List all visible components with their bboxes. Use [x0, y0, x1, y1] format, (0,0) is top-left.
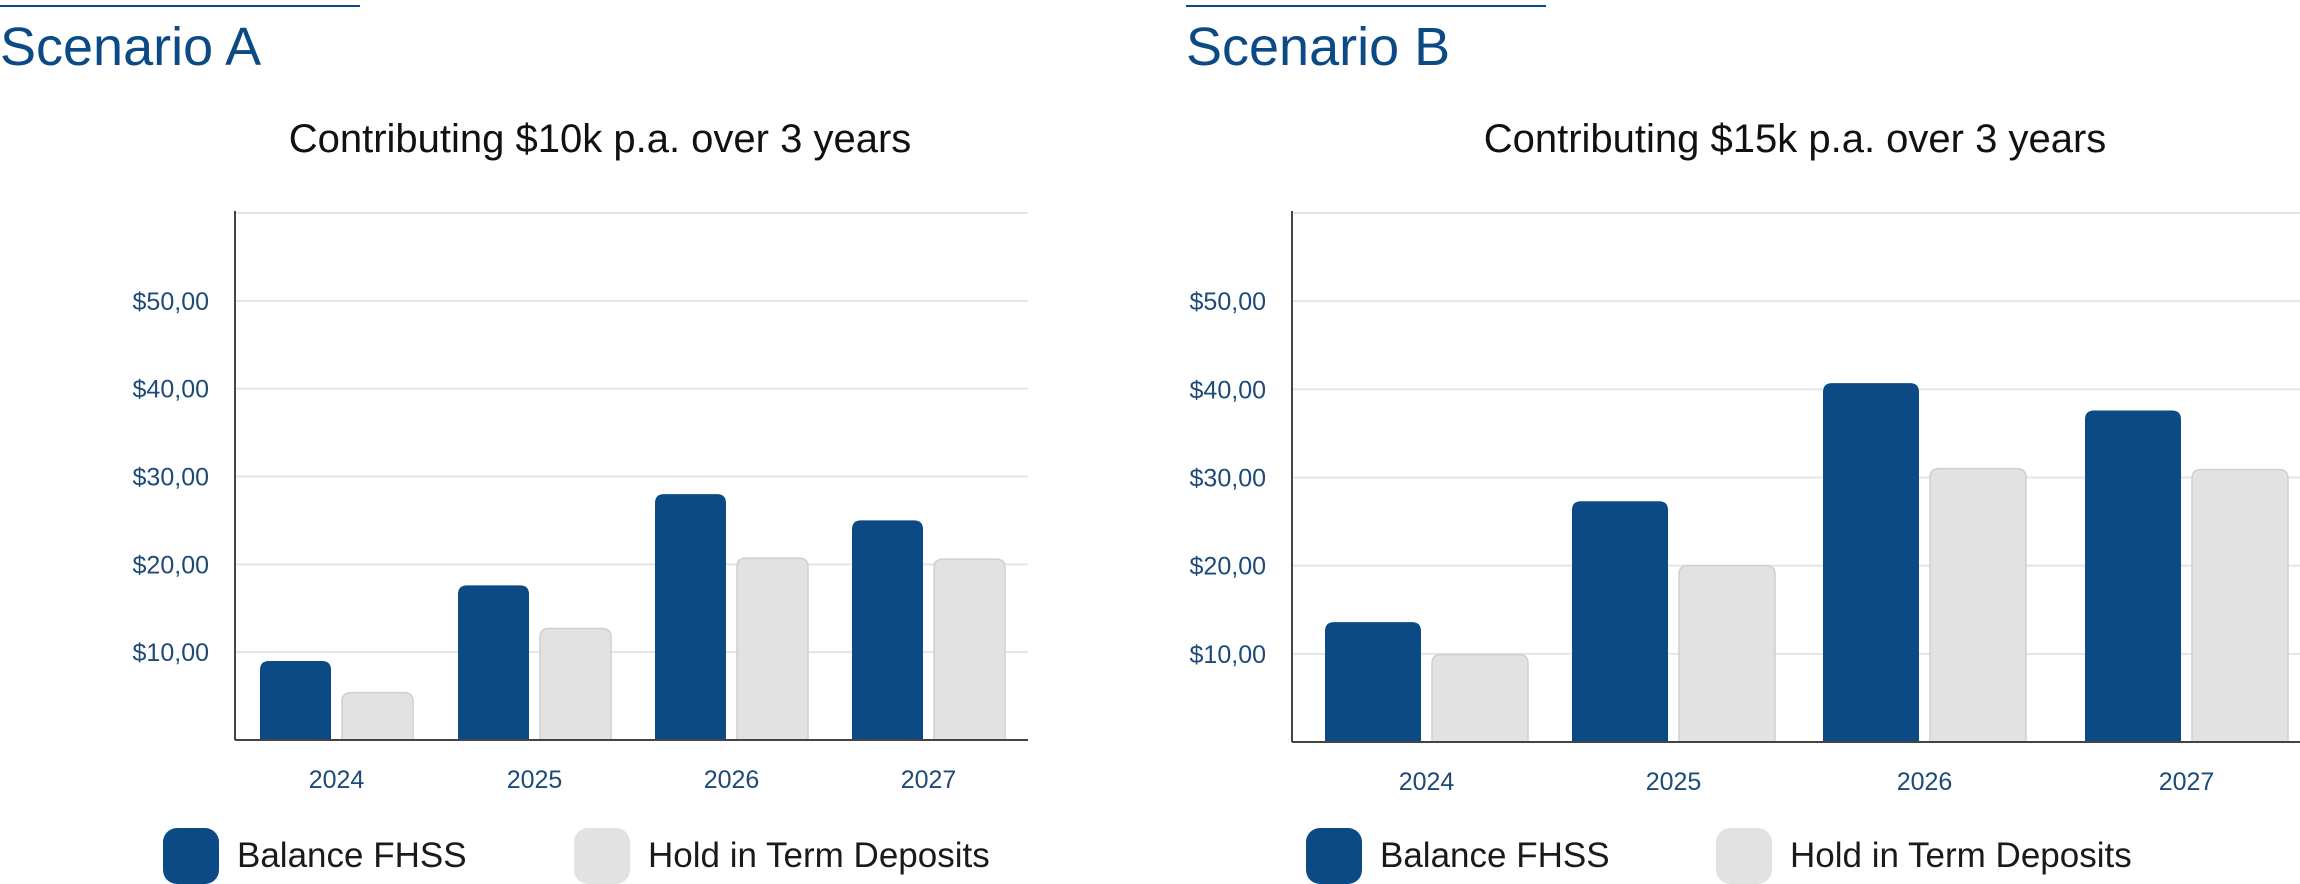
x-tick-label: 2027 [901, 766, 957, 794]
legend-item-fhss: Balance FHSS [163, 828, 467, 884]
bar-deposits-2026 [1929, 467, 2027, 743]
y-tick-label: $20,00 [1190, 553, 1266, 581]
y-tick-label: $30,00 [1190, 465, 1266, 493]
legend-swatch-fhss [163, 828, 219, 884]
bar-deposits-2024 [1431, 653, 1529, 743]
scenario-a-panel: Scenario A Contributing $10k p.a. over 3… [0, 0, 1040, 884]
bar-deposits-2026 [736, 557, 809, 741]
legend-item-deposits: Hold in Term Deposits [574, 828, 990, 884]
y-tick-label: $20,00 [133, 551, 209, 579]
legend-label-fhss: Balance FHSS [237, 836, 467, 875]
y-tick-label: $50,00 [133, 288, 209, 316]
bar-deposits-2024 [341, 691, 414, 741]
legend-label-deposits: Hold in Term Deposits [648, 836, 990, 875]
x-tick-label: 2024 [309, 766, 365, 794]
chart-title: Contributing $15k p.a. over 3 years [1484, 117, 2107, 161]
bar-fhss-2024 [1325, 622, 1421, 742]
bar-fhss-2027 [852, 520, 923, 740]
y-tick-label: $10,00 [1190, 641, 1266, 669]
bar-chart-scenario-a: Contributing $10k p.a. over 3 years $10,0… [133, 117, 1028, 794]
scenario-heading: Scenario A [0, 17, 262, 77]
bar-fhss-2025 [458, 585, 529, 740]
legend-label-deposits: Hold in Term Deposits [1790, 836, 2132, 875]
legend-swatch-fhss [1306, 828, 1362, 884]
bar-fhss-2024 [260, 660, 331, 740]
legend-item-fhss: Balance FHSS [1306, 828, 1610, 884]
bar-deposits-2027 [2191, 468, 2289, 743]
chart-title: Contributing $10k p.a. over 3 years [289, 117, 912, 161]
x-tick-label: 2026 [704, 766, 760, 794]
legend-swatch-deposits [1716, 828, 1772, 884]
scenario-heading: Scenario B [1186, 17, 1451, 77]
bar-deposits-2027 [933, 558, 1006, 741]
heading-rule [0, 5, 360, 7]
bar-deposits-2025 [1678, 564, 1776, 743]
heading-rule [1186, 5, 1546, 7]
bar-fhss-2026 [655, 494, 726, 740]
x-tick-label: 2026 [1897, 768, 1953, 796]
y-tick-label: $10,00 [133, 639, 209, 667]
y-tick-label: $30,00 [133, 464, 209, 492]
y-tick-label: $50,00 [1190, 288, 1266, 316]
y-tick-label: $40,00 [1190, 376, 1266, 404]
x-tick-label: 2025 [1646, 768, 1702, 796]
bar-fhss-2026 [1823, 383, 1919, 742]
x-tick-label: 2027 [2159, 768, 2215, 796]
y-tick-label: $40,00 [133, 376, 209, 404]
bar-fhss-2025 [1572, 501, 1668, 742]
legend-label-fhss: Balance FHSS [1380, 836, 1610, 875]
x-tick-label: 2025 [507, 766, 563, 794]
legend-swatch-deposits [574, 828, 630, 884]
x-tick-label: 2024 [1399, 768, 1455, 796]
bar-deposits-2025 [539, 627, 612, 741]
bar-chart-scenario-b: Contributing $15k p.a. over 3 years $10,0… [1190, 117, 2300, 796]
bar-fhss-2027 [2085, 410, 2181, 742]
legend-item-deposits: Hold in Term Deposits [1716, 828, 2132, 884]
scenario-b-panel: Scenario B Contributing $15k p.a. over 3… [1186, 0, 2300, 884]
